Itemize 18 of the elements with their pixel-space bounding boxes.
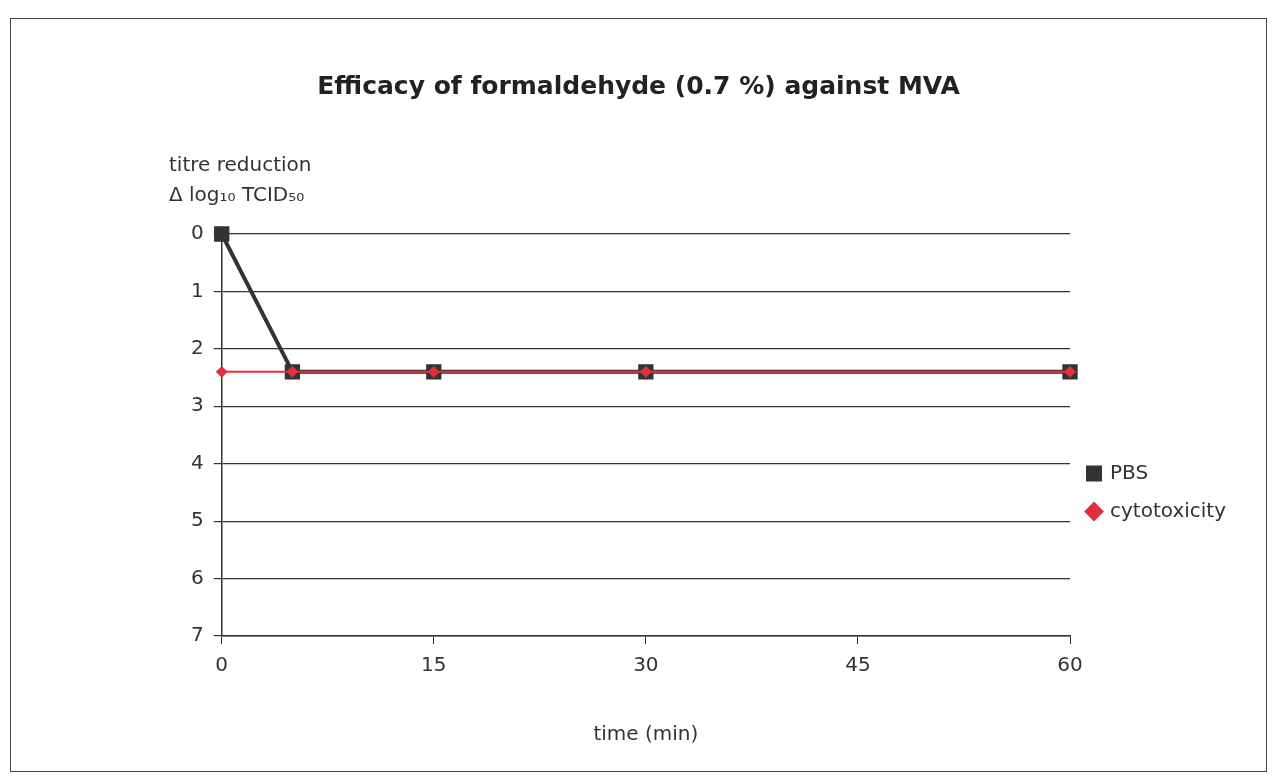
y-tick-label: 3 [190, 392, 204, 417]
legend-label: cytotoxicity [1110, 497, 1227, 522]
x-tick-label: 0 [215, 652, 229, 677]
y-tick-label: 5 [190, 507, 204, 532]
legend-label: PBS [1110, 459, 1149, 484]
x-axis-title: time (min) [593, 721, 699, 746]
y-tick-label: 1 [190, 277, 204, 302]
x-tick-label: 30 [633, 652, 659, 677]
y-tick-label: 2 [190, 335, 204, 360]
y-tick-label: 7 [190, 622, 204, 647]
x-tick-label: 60 [1057, 652, 1083, 677]
x-tick-label: 15 [421, 652, 447, 677]
y-tick-label: 4 [190, 449, 204, 474]
x-tick-label: 45 [845, 652, 871, 677]
chart-title: Efficacy of formaldehyde (0.7 %) against MVA [316, 71, 961, 100]
y-tick-label: 6 [190, 564, 204, 589]
y-tick-label: 0 [190, 220, 204, 245]
y-axis-title: titre reduction Δ log₁₀ TCID₅₀ [169, 151, 312, 208]
